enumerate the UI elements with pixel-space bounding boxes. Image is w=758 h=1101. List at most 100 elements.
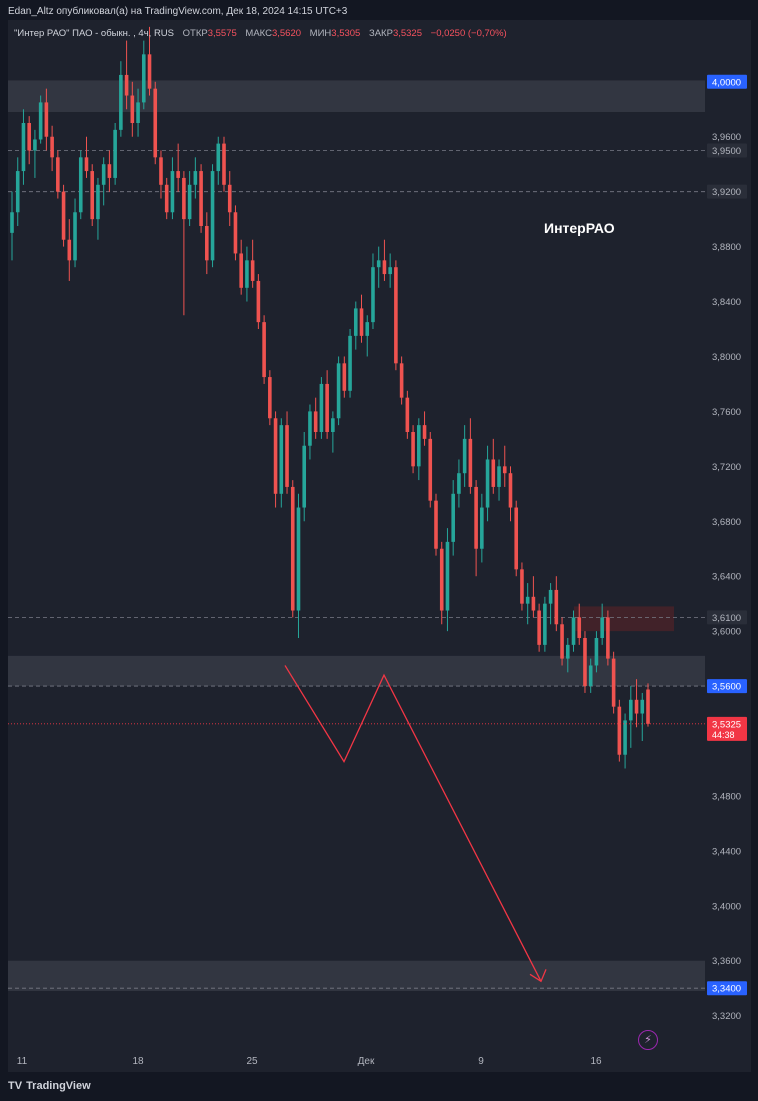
candle <box>611 651 616 714</box>
candle-body <box>485 459 490 508</box>
candle-body <box>520 569 524 604</box>
candle <box>268 370 272 426</box>
candle-body <box>497 466 501 487</box>
candle <box>216 136 221 185</box>
candle-body <box>73 212 77 261</box>
candle <box>199 164 203 233</box>
candle <box>588 658 593 693</box>
candle <box>359 294 364 343</box>
candle <box>640 692 645 741</box>
candle-body <box>113 129 117 178</box>
price-chart[interactable] <box>8 20 705 1050</box>
candle-body <box>422 425 427 439</box>
support-zone <box>8 960 705 991</box>
candle-body <box>119 74 123 130</box>
lightning-icon[interactable]: ⚡ <box>638 1030 658 1050</box>
candle-body <box>583 638 587 687</box>
candle <box>130 81 135 137</box>
candle-body <box>331 418 335 432</box>
candle <box>56 150 60 199</box>
candle <box>319 377 324 439</box>
candle-body <box>462 438 467 474</box>
candle-body <box>124 74 129 96</box>
candle-body <box>21 123 26 172</box>
candle <box>182 171 186 316</box>
candle <box>308 404 312 460</box>
candle <box>296 493 301 638</box>
candle-body <box>176 171 180 178</box>
candle-body <box>15 171 20 213</box>
candle-body <box>44 102 49 137</box>
candle <box>439 541 444 625</box>
candle <box>600 603 604 645</box>
candle <box>382 239 387 281</box>
candle <box>124 40 129 110</box>
candle-body <box>279 425 284 494</box>
candle <box>594 631 599 673</box>
candle <box>227 171 232 226</box>
candle <box>520 562 524 611</box>
candle-body <box>348 335 352 391</box>
candle <box>33 129 37 178</box>
candle-body <box>405 397 410 432</box>
legend-high-value: 3,5620 <box>271 28 302 39</box>
tradingview-logo[interactable]: TV TradingView <box>8 1080 91 1092</box>
candle <box>491 438 496 494</box>
candle <box>239 239 243 295</box>
candle <box>90 164 95 226</box>
candle-body <box>250 260 255 281</box>
candle-body <box>417 425 421 467</box>
candle-body <box>222 143 226 185</box>
candle <box>141 40 146 110</box>
candle <box>273 411 278 508</box>
candle-body <box>141 54 146 103</box>
candle-body <box>273 418 278 494</box>
candle-body <box>302 445 307 508</box>
candle <box>290 480 295 618</box>
candle <box>348 329 352 398</box>
candle-body <box>90 171 95 220</box>
candle <box>422 411 427 446</box>
candle <box>411 425 415 474</box>
candle-body <box>216 143 221 172</box>
candle-body <box>560 624 564 659</box>
candle-body <box>428 438 433 501</box>
chart-panel[interactable] <box>8 20 705 1050</box>
candle-body <box>554 589 559 625</box>
candle-body <box>577 617 582 638</box>
candle-body <box>107 164 112 178</box>
candle <box>634 679 639 728</box>
candle-body <box>548 589 553 604</box>
candle-body <box>588 665 593 687</box>
candle <box>525 583 530 625</box>
candle-body <box>565 644 570 659</box>
candle-body <box>451 493 455 542</box>
candle <box>15 157 20 226</box>
candle-body <box>399 363 404 398</box>
tradingview-logo-icon: TV <box>8 1080 23 1092</box>
candle <box>629 686 633 748</box>
candle <box>67 219 72 281</box>
candle <box>153 81 158 165</box>
candle-body <box>508 473 513 508</box>
candle <box>262 315 266 384</box>
candle-body <box>290 486 295 611</box>
candle <box>233 205 238 261</box>
candle <box>136 88 140 137</box>
candle-body <box>623 720 627 755</box>
candle <box>485 445 490 522</box>
support-zone <box>8 80 705 113</box>
candle <box>451 480 455 556</box>
candle-body <box>27 123 31 151</box>
candle-body <box>371 267 375 323</box>
candle-body <box>187 184 192 220</box>
candle <box>462 425 467 487</box>
candle-body <box>67 239 72 261</box>
legend-open-value: 3,5575 <box>207 28 237 39</box>
candle <box>210 164 215 268</box>
resistance-box <box>574 606 674 632</box>
candle-body <box>359 308 364 336</box>
candle-body <box>382 260 387 275</box>
candle-body <box>296 507 301 611</box>
publisher-line: Edan_Altz опубликовал(а) на TradingView.… <box>8 6 348 17</box>
